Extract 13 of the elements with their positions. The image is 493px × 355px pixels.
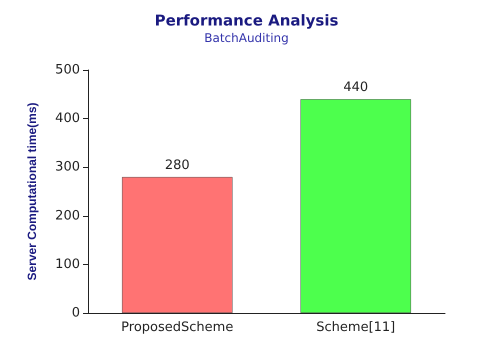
x-tick-label: Scheme[11] (316, 320, 396, 335)
data-label: 280 (164, 158, 190, 173)
x-tick-label: ProposedScheme (121, 320, 234, 335)
y-axis-title: Server Computational time(ms) (25, 102, 39, 281)
data-label: 440 (343, 80, 368, 96)
y-tick-label: 500 (55, 62, 80, 78)
chart-title: Performance Analysis (154, 12, 338, 30)
y-tick-label: 200 (55, 208, 80, 224)
y-tick-label: 100 (55, 256, 80, 272)
y-tick-label: 0 (72, 306, 80, 320)
y-tick-label: 400 (55, 111, 80, 126)
chart-subtitle: BatchAuditing (204, 31, 289, 45)
y-tick-label: 300 (55, 160, 80, 175)
